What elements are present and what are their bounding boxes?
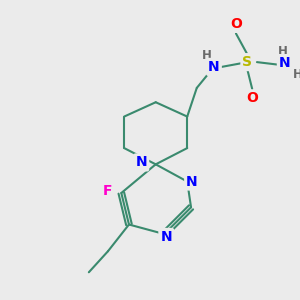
Text: O: O	[246, 92, 258, 105]
Text: N: N	[279, 56, 290, 70]
Text: N: N	[160, 230, 172, 244]
Text: N: N	[186, 175, 198, 188]
Text: N: N	[208, 60, 220, 74]
Text: H: H	[278, 45, 288, 58]
Text: H: H	[201, 49, 211, 62]
Text: F: F	[103, 184, 113, 198]
Text: H: H	[293, 68, 300, 81]
Text: S: S	[242, 55, 252, 69]
Text: O: O	[230, 17, 242, 31]
Text: N: N	[136, 155, 147, 170]
